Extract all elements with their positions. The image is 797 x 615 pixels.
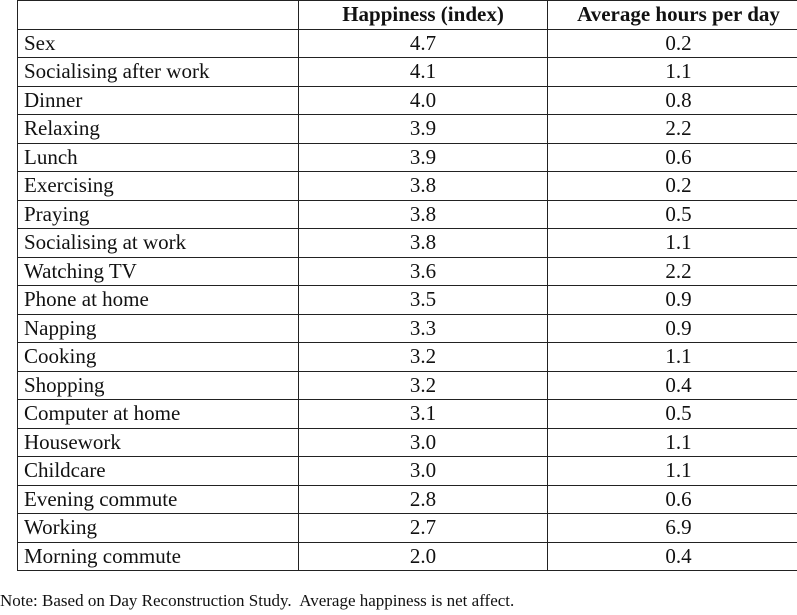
value-cell: 4.1 — [298, 57, 548, 87]
value-cell: 0.9 — [547, 285, 797, 315]
activity-cell: Watching TV — [17, 256, 299, 286]
table-row: Computer at home 3.1 0.5 — [17, 399, 797, 429]
activity-cell: Morning commute — [17, 541, 299, 571]
activity-cell: Socialising after work — [17, 57, 299, 87]
table-row: Housework 3.0 1.1 — [17, 427, 797, 457]
value-cell: 0.2 — [547, 28, 797, 58]
value-cell: 4.7 — [298, 28, 548, 58]
activity-cell: Housework — [17, 427, 299, 457]
happiness-table: Happiness (index) Average hours per day … — [17, 0, 797, 571]
activity-cell: Cooking — [17, 342, 299, 372]
value-cell: 3.3 — [298, 313, 548, 343]
value-cell: 3.6 — [298, 256, 548, 286]
activity-cell: Dinner — [17, 85, 299, 115]
value-cell: 1.1 — [547, 228, 797, 258]
table-row: Praying 3.8 0.5 — [17, 199, 797, 229]
value-cell: 3.2 — [298, 342, 548, 372]
value-cell: 3.9 — [298, 114, 548, 144]
table-row: Relaxing 3.9 2.2 — [17, 114, 797, 144]
value-cell: 3.0 — [298, 427, 548, 457]
activity-cell: Working — [17, 513, 299, 543]
table-row: Dinner 4.0 0.8 — [17, 85, 797, 115]
value-cell: 0.4 — [547, 541, 797, 571]
value-cell: 3.8 — [298, 171, 548, 201]
value-cell: 6.9 — [547, 513, 797, 543]
value-cell: 3.8 — [298, 228, 548, 258]
table-row: Working 2.7 6.9 — [17, 513, 797, 543]
table-row: Watching TV 3.6 2.2 — [17, 256, 797, 286]
table-row: Lunch 3.9 0.6 — [17, 142, 797, 172]
value-cell: 3.2 — [298, 370, 548, 400]
activity-cell: Sex — [17, 28, 299, 58]
table-row: Morning commute 2.0 0.4 — [17, 541, 797, 571]
activity-cell: Lunch — [17, 142, 299, 172]
activity-cell: Childcare — [17, 456, 299, 486]
activity-cell: Evening commute — [17, 484, 299, 514]
activity-cell: Phone at home — [17, 285, 299, 315]
value-cell: 3.1 — [298, 399, 548, 429]
value-cell: 3.9 — [298, 142, 548, 172]
table-row: Evening commute 2.8 0.6 — [17, 484, 797, 514]
value-cell: 4.0 — [298, 85, 548, 115]
header-row: Happiness (index) Average hours per day — [17, 0, 797, 30]
value-cell: 0.5 — [547, 199, 797, 229]
value-cell: 1.1 — [547, 57, 797, 87]
value-cell: 0.6 — [547, 142, 797, 172]
table-row: Exercising 3.8 0.2 — [17, 171, 797, 201]
value-cell: 2.0 — [298, 541, 548, 571]
value-cell: 1.1 — [547, 456, 797, 486]
value-cell: 3.8 — [298, 199, 548, 229]
activity-cell: Exercising — [17, 171, 299, 201]
header-cell: Average hours per day — [547, 0, 797, 30]
activity-cell: Praying — [17, 199, 299, 229]
table-row: Sex 4.7 0.2 — [17, 28, 797, 58]
table-row: Napping 3.3 0.9 — [17, 313, 797, 343]
value-cell: 3.0 — [298, 456, 548, 486]
value-cell: 2.8 — [298, 484, 548, 514]
activity-cell: Computer at home — [17, 399, 299, 429]
value-cell: 0.9 — [547, 313, 797, 343]
table-row: Socialising after work 4.1 1.1 — [17, 57, 797, 87]
table-row: Socialising at work 3.8 1.1 — [17, 228, 797, 258]
activity-cell: Napping — [17, 313, 299, 343]
value-cell: 2.2 — [547, 114, 797, 144]
note: Note: Based on Day Reconstruction Study.… — [0, 591, 515, 610]
table-row: Phone at home 3.5 0.9 — [17, 285, 797, 315]
value-cell: 1.1 — [547, 342, 797, 372]
activity-cell: Relaxing — [17, 114, 299, 144]
activity-cell: Shopping — [17, 370, 299, 400]
table-row: Childcare 3.0 1.1 — [17, 456, 797, 486]
value-cell: 0.4 — [547, 370, 797, 400]
table-row: Shopping 3.2 0.4 — [17, 370, 797, 400]
value-cell: 1.1 — [547, 427, 797, 457]
header-cell: Happiness (index) — [298, 0, 548, 30]
value-cell: 0.2 — [547, 171, 797, 201]
value-cell: 3.5 — [298, 285, 548, 315]
value-cell: 0.5 — [547, 399, 797, 429]
table-row: Cooking 3.2 1.1 — [17, 342, 797, 372]
value-cell: 0.6 — [547, 484, 797, 514]
activity-cell: Socialising at work — [17, 228, 299, 258]
value-cell: 0.8 — [547, 85, 797, 115]
value-cell: 2.7 — [298, 513, 548, 543]
header-cell — [17, 0, 299, 30]
value-cell: 2.2 — [547, 256, 797, 286]
